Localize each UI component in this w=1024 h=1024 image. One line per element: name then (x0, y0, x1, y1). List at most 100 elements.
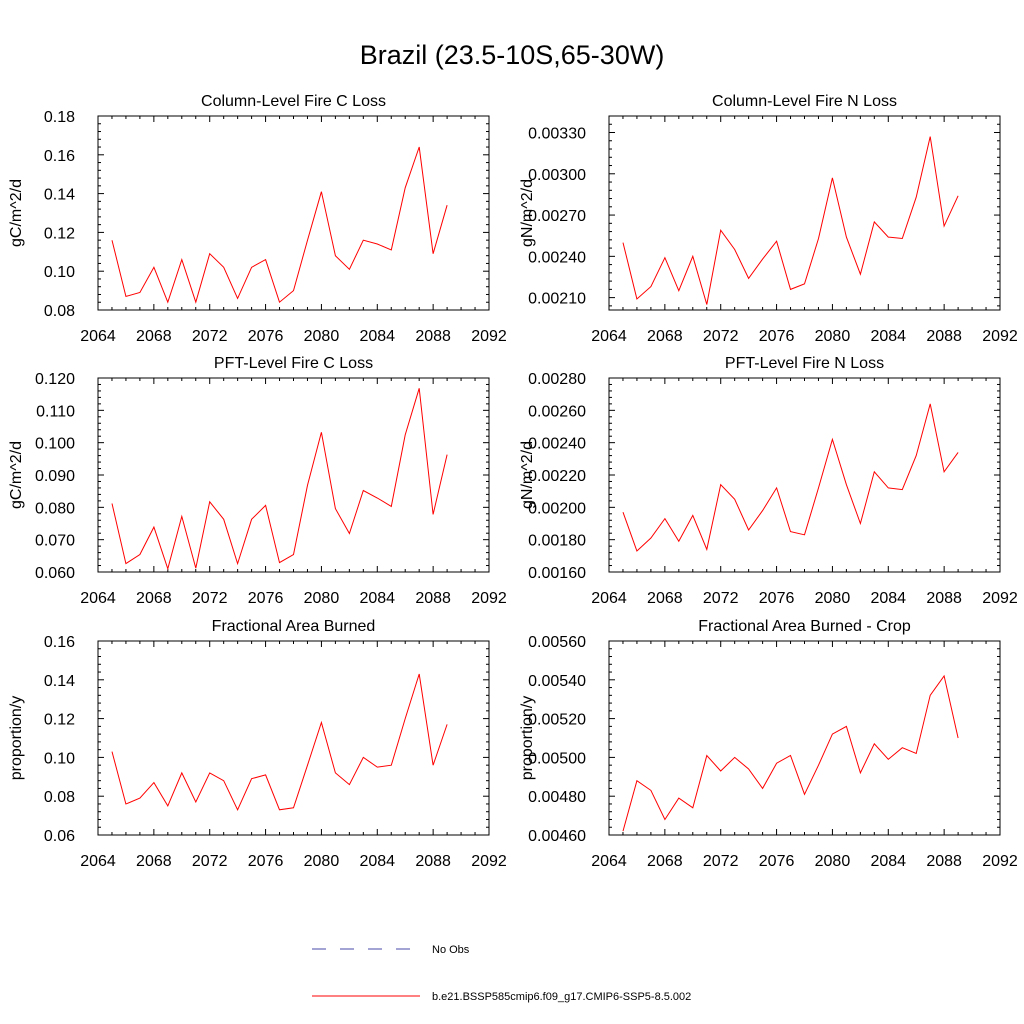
series-line (111, 673, 448, 811)
x-tick-label: 2068 (647, 853, 683, 870)
y-tick-label: 0.00560 (528, 634, 586, 651)
y-tick-label: 0.120 (35, 371, 75, 388)
y-tick-label: 0.10 (44, 750, 75, 767)
y-axis-label: proportion/y (8, 696, 25, 781)
x-tick-label: 2080 (304, 853, 340, 870)
x-tick-label: 2064 (80, 590, 116, 607)
x-tick-label: 2064 (591, 328, 627, 345)
y-tick-label: 0.10 (44, 264, 75, 281)
chart-panel-1: 2064 2068 2072 2076 2080 2084 2088 2092 0.08 0.10… (8, 93, 507, 345)
x-tick-label: 2072 (192, 328, 228, 345)
y-tick-label: 0.08 (44, 303, 75, 320)
y-tick-label: 0.06 (44, 828, 75, 845)
x-tick-label: 2088 (415, 853, 451, 870)
y-tick-label: 0.00270 (528, 208, 586, 225)
y-tick-label: 0.00240 (528, 249, 586, 266)
y-tick-label: 0.14 (44, 187, 75, 204)
y-tick-label: 0.00180 (528, 533, 586, 550)
y-tick-label: 0.12 (44, 225, 75, 242)
chart-panel-4: 2064 2068 2072 2076 2080 2084 2088 2092 0.00160 0… (519, 355, 1018, 607)
x-tick-label: 2088 (415, 328, 451, 345)
figure-title: Brazil (23.5-10S,65-30W) (359, 40, 665, 70)
chart-panel-3: 2064 2068 2072 2076 2080 2084 2088 2092 0.060 0.0… (8, 355, 507, 607)
legend-label: No Obs (432, 944, 470, 956)
panel-title: Fractional Area Burned (212, 618, 376, 635)
x-tick-label: 2080 (815, 853, 851, 870)
y-tick-label: 0.090 (35, 468, 75, 485)
y-tick-label: 0.14 (44, 673, 75, 690)
series-line (622, 136, 959, 305)
y-tick-label: 0.00330 (528, 126, 586, 143)
plot-frame (97, 377, 490, 573)
y-tick-label: 0.00160 (528, 565, 586, 582)
y-axis-label: gN/m^2/d (519, 179, 536, 247)
y-tick-label: 0.100 (35, 436, 75, 453)
y-tick-label: 0.00480 (528, 789, 586, 806)
x-tick-label: 2072 (703, 853, 739, 870)
y-axis-label: gC/m^2/d (8, 179, 25, 247)
x-tick-label: 2068 (136, 853, 172, 870)
y-tick-label: 0.080 (35, 500, 75, 517)
y-tick-label: 0.00500 (528, 750, 586, 767)
y-tick-label: 0.00260 (528, 403, 586, 420)
x-tick-label: 2072 (192, 590, 228, 607)
x-tick-label: 2076 (759, 853, 795, 870)
panel-title: PFT-Level Fire C Loss (214, 355, 373, 372)
x-tick-label: 2084 (359, 853, 395, 870)
x-tick-label: 2092 (471, 328, 507, 345)
x-tick-label: 2076 (759, 328, 795, 345)
x-tick-label: 2084 (359, 590, 395, 607)
x-tick-label: 2068 (647, 328, 683, 345)
y-tick-label: 0.16 (44, 634, 75, 651)
x-tick-label: 2064 (80, 853, 116, 870)
plot-frame (608, 640, 1001, 836)
x-tick-label: 2064 (591, 590, 627, 607)
y-tick-label: 0.00200 (528, 500, 586, 517)
y-tick-label: 0.00220 (528, 468, 586, 485)
series-line (622, 674, 959, 832)
y-axis-label: proportion/y (519, 696, 536, 781)
chart-panel-5: 2064 2068 2072 2076 2080 2084 2088 2092 0.06 0.08… (8, 618, 507, 870)
x-tick-label: 2072 (703, 328, 739, 345)
y-tick-label: 0.00210 (528, 291, 586, 308)
panel-title: Column-Level Fire C Loss (201, 93, 386, 110)
x-tick-label: 2080 (304, 590, 340, 607)
y-tick-label: 0.00520 (528, 712, 586, 729)
x-tick-label: 2072 (703, 590, 739, 607)
y-tick-label: 0.110 (36, 403, 75, 420)
y-axis-label: gC/m^2/d (8, 441, 25, 509)
x-tick-label: 2084 (870, 590, 906, 607)
series-line (622, 403, 959, 552)
y-tick-label: 0.18 (44, 109, 75, 126)
y-tick-label: 0.060 (35, 565, 75, 582)
x-tick-label: 2064 (80, 328, 116, 345)
y-tick-label: 0.12 (44, 712, 75, 729)
x-tick-label: 2084 (359, 328, 395, 345)
x-tick-label: 2092 (982, 590, 1018, 607)
x-tick-label: 2080 (815, 590, 851, 607)
x-tick-label: 2076 (248, 853, 284, 870)
x-tick-label: 2080 (815, 328, 851, 345)
series-line (111, 388, 448, 571)
plot-frame (608, 115, 1001, 311)
panel-title: Column-Level Fire N Loss (712, 93, 897, 110)
legend-label: b.e21.BSSP585cmip6.f09_g17.CMIP6-SSP5-8.… (432, 991, 691, 1003)
y-tick-label: 0.16 (44, 148, 75, 165)
plot-frame (97, 640, 490, 836)
x-tick-label: 2068 (136, 328, 172, 345)
x-tick-label: 2088 (926, 853, 962, 870)
plot-frame (97, 115, 490, 311)
legend: No Obs b.e21.BSSP585cmip6.f09_g17.CMIP6-S… (312, 944, 691, 1003)
x-tick-label: 2092 (471, 590, 507, 607)
x-tick-label: 2084 (870, 328, 906, 345)
chart-panel-2: 2064 2068 2072 2076 2080 2084 2088 2092 0.00210 0… (519, 93, 1018, 345)
y-tick-label: 0.08 (44, 789, 75, 806)
x-tick-label: 2076 (248, 590, 284, 607)
x-tick-label: 2092 (471, 853, 507, 870)
series-line (111, 146, 448, 304)
y-tick-label: 0.00300 (528, 167, 586, 184)
x-tick-label: 2088 (926, 328, 962, 345)
y-tick-label: 0.070 (35, 533, 75, 550)
y-tick-label: 0.00460 (528, 828, 586, 845)
